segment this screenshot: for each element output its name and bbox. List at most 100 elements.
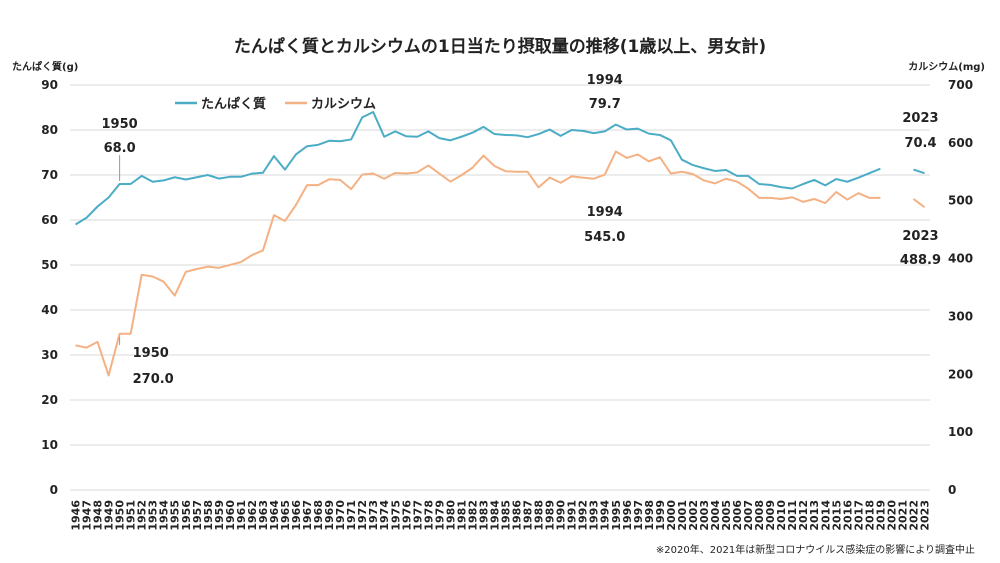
x-tick-label: 1959 bbox=[213, 500, 226, 531]
y-tick-label-left: 20 bbox=[41, 393, 58, 407]
x-tick-label: 1976 bbox=[400, 500, 413, 531]
x-tick-label: 1965 bbox=[279, 500, 292, 531]
x-tick-label: 1996 bbox=[621, 500, 634, 531]
series-lines bbox=[74, 111, 926, 377]
series-line-calcium bbox=[75, 150, 881, 377]
x-tick-label: 2019 bbox=[874, 500, 887, 531]
y-tick-label-left: 30 bbox=[41, 348, 58, 362]
annotation-value: 70.4 bbox=[904, 136, 936, 151]
y-tick-label-left: 60 bbox=[41, 213, 58, 227]
x-tick-label: 1961 bbox=[235, 500, 248, 531]
x-tick-label: 1995 bbox=[610, 500, 623, 531]
annotation-value: 68.0 bbox=[104, 141, 136, 156]
x-tick-label: 1955 bbox=[169, 500, 182, 531]
x-tick-label: 1950 bbox=[114, 500, 127, 531]
series-line-calcium bbox=[912, 198, 926, 208]
x-tick-label: 1949 bbox=[103, 500, 116, 531]
series-line-protein bbox=[74, 111, 881, 226]
y-tick-label-right: 100 bbox=[948, 425, 973, 439]
x-tick-label: 2000 bbox=[665, 500, 678, 531]
x-tick-label: 1987 bbox=[522, 500, 535, 531]
x-tick-label: 1981 bbox=[455, 500, 468, 531]
x-tick-label: 1975 bbox=[389, 500, 402, 531]
chart-title: たんぱく質とカルシウムの1日当たり摂取量の推移(1歳以上、男女計) bbox=[234, 36, 766, 57]
x-tick-label: 2001 bbox=[676, 500, 689, 531]
x-tick-label: 1980 bbox=[444, 500, 457, 531]
x-tick-label: 2020 bbox=[885, 500, 898, 531]
x-tick-label: 1970 bbox=[334, 500, 347, 531]
x-ticks: 1946194719481949195019511952195319541955… bbox=[70, 500, 932, 531]
x-tick-label: 1984 bbox=[488, 500, 501, 531]
x-tick-label: 1969 bbox=[323, 500, 336, 531]
x-tick-label: 2011 bbox=[786, 500, 799, 531]
annotation-year: 1950 bbox=[133, 346, 169, 361]
x-tick-label: 1962 bbox=[246, 500, 259, 531]
annotation-value: 545.0 bbox=[584, 230, 625, 245]
y-tick-label-right: 300 bbox=[948, 309, 973, 323]
x-tick-label: 2021 bbox=[896, 500, 909, 531]
series-line-protein bbox=[913, 168, 925, 175]
x-tick-label: 1979 bbox=[433, 500, 446, 531]
y-tick-label-right: 400 bbox=[948, 252, 973, 266]
x-tick-label: 1986 bbox=[511, 500, 524, 531]
x-tick-label: 1957 bbox=[191, 500, 204, 531]
x-tick-label: 1993 bbox=[588, 500, 601, 531]
x-tick-label: 1998 bbox=[643, 500, 656, 531]
annotations: 1950 68.0 1950 270.0 1994 79.7 1994 545.0 2023 70… bbox=[102, 73, 942, 387]
x-tick-label: 1989 bbox=[544, 500, 557, 531]
x-tick-label: 2003 bbox=[698, 500, 711, 531]
y-tick-label-left: 70 bbox=[41, 168, 58, 182]
y-tick-label-left: 10 bbox=[41, 438, 58, 452]
annotation-year: 1994 bbox=[587, 73, 623, 88]
x-tick-label: 1982 bbox=[466, 500, 479, 531]
x-tick-label: 1951 bbox=[125, 500, 138, 531]
annotation-value: 270.0 bbox=[133, 372, 174, 387]
x-tick-label: 1983 bbox=[477, 500, 490, 531]
x-tick-label: 1953 bbox=[147, 500, 160, 531]
x-tick-label: 1991 bbox=[566, 500, 579, 531]
x-tick-label: 2002 bbox=[687, 500, 700, 531]
y-axis-label-right: カルシウム(mg) bbox=[908, 61, 985, 73]
y-tick-label-left: 0 bbox=[50, 483, 58, 497]
y-tick-label-left: 80 bbox=[41, 123, 58, 137]
legend-label: カルシウム bbox=[311, 97, 376, 112]
y-tick-label-right: 200 bbox=[948, 367, 973, 381]
x-tick-label: 2015 bbox=[830, 500, 843, 531]
x-tick-label: 2023 bbox=[918, 500, 931, 531]
x-tick-label: 1977 bbox=[411, 500, 424, 531]
y-tick-label-right: 0 bbox=[948, 483, 956, 497]
y-tick-label-left: 90 bbox=[41, 78, 58, 92]
x-tick-label: 1988 bbox=[533, 500, 546, 531]
x-tick-label: 1985 bbox=[500, 500, 513, 531]
annotation-year: 2023 bbox=[902, 111, 938, 126]
y-tick-label-right: 500 bbox=[948, 194, 973, 208]
y-axis-label-left: たんぱく質(g) bbox=[12, 60, 78, 73]
annotation-year: 1950 bbox=[102, 117, 138, 132]
legend-label: たんぱく質 bbox=[201, 96, 266, 112]
x-tick-label: 1952 bbox=[136, 500, 149, 531]
x-tick-label: 2017 bbox=[852, 500, 865, 531]
x-tick-label: 1958 bbox=[202, 500, 215, 531]
x-tick-label: 1946 bbox=[70, 500, 83, 531]
annotation-year: 2023 bbox=[902, 229, 938, 244]
y-ticks-left: 0 10 20 30 40 50 60 70 80 90 bbox=[41, 78, 58, 497]
x-tick-label: 2010 bbox=[775, 500, 788, 531]
x-tick-label: 1972 bbox=[356, 500, 369, 531]
x-tick-label: 2009 bbox=[764, 500, 777, 531]
x-tick-label: 2018 bbox=[863, 500, 876, 531]
x-tick-label: 1994 bbox=[599, 500, 612, 531]
x-tick-label: 1948 bbox=[92, 500, 105, 531]
y-tick-label-left: 50 bbox=[41, 258, 58, 272]
x-tick-label: 1974 bbox=[378, 500, 391, 531]
y-tick-label-left: 40 bbox=[41, 303, 58, 317]
x-tick-label: 2016 bbox=[841, 500, 854, 531]
annotation-year: 1994 bbox=[587, 205, 623, 220]
x-tick-label: 1960 bbox=[224, 500, 237, 531]
x-tick-label: 2005 bbox=[720, 500, 733, 531]
x-tick-label: 2013 bbox=[808, 500, 821, 531]
y-ticks-right: 0 100 200 300 400 500 600 700 bbox=[948, 78, 973, 497]
x-tick-label: 1997 bbox=[632, 500, 645, 531]
x-tick-label: 1966 bbox=[290, 500, 303, 531]
x-tick-label: 1992 bbox=[577, 500, 590, 531]
